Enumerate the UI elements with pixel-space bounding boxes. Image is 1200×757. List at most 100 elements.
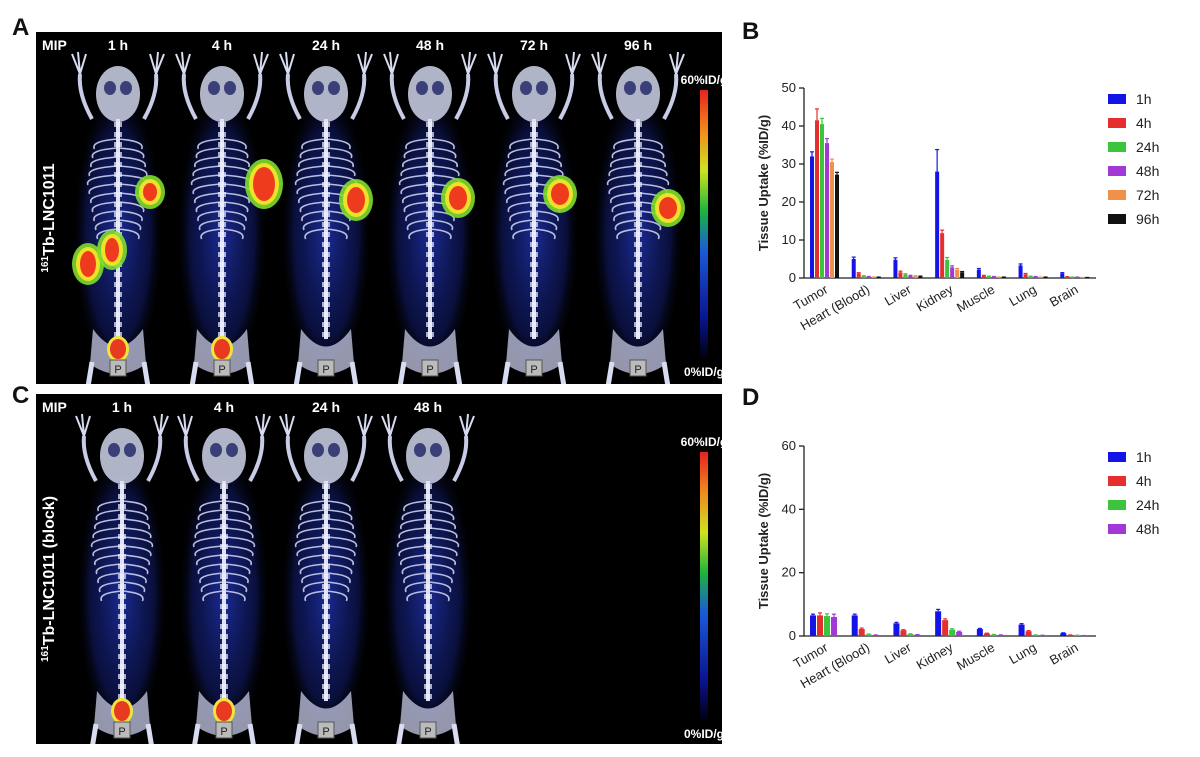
mouse-render-3 bbox=[279, 413, 373, 744]
bar bbox=[956, 631, 963, 636]
bar bbox=[900, 630, 907, 636]
bar bbox=[830, 162, 834, 278]
colorbar-min-label: 0%ID/g bbox=[684, 727, 722, 741]
bar bbox=[960, 272, 965, 278]
compound-name: Tb-LNC1011 bbox=[41, 163, 58, 256]
imaging-panel-a-canvas: MIP 1 h P 4 h P 24 h P 48 h P 72 h P 96 h P 60%ID/g 0%… bbox=[40, 37, 722, 384]
timepoint-label: 4 h bbox=[214, 399, 234, 415]
bar bbox=[1033, 276, 1038, 278]
imaging-panel-c: MIP 1 h P 4 h P 24 h P 48 h P 60%ID/g 0%ID/g 161Tb-… bbox=[36, 394, 722, 744]
x-tick-label: Kidney bbox=[914, 281, 956, 314]
compound-isotope-superscript: 161 bbox=[40, 645, 51, 662]
timepoint-label: 4 h bbox=[212, 37, 232, 53]
svg-text:P: P bbox=[424, 726, 431, 738]
mouse-render-5 bbox=[487, 51, 581, 384]
legend-swatch bbox=[1108, 142, 1126, 152]
bar bbox=[918, 276, 923, 278]
x-tick-label: Muscle bbox=[954, 640, 997, 674]
legend-swatch bbox=[1108, 500, 1126, 510]
bar bbox=[997, 635, 1004, 636]
compound-name: Tb-LNC1011 (block) bbox=[41, 496, 58, 645]
colorbar-min-label: 0%ID/g bbox=[684, 365, 722, 379]
bar bbox=[950, 267, 955, 278]
bar bbox=[940, 233, 945, 278]
bar bbox=[908, 275, 913, 278]
y-tick-label: 10 bbox=[782, 232, 796, 247]
x-tick-label: Lung bbox=[1006, 282, 1039, 309]
bar bbox=[872, 635, 879, 636]
timepoint-label: 72 h bbox=[520, 37, 548, 53]
panel-letter-b: B bbox=[742, 18, 760, 45]
svg-text:P: P bbox=[426, 364, 433, 376]
bar bbox=[815, 120, 819, 278]
bar bbox=[851, 259, 856, 278]
bar bbox=[851, 615, 858, 636]
mouse-render-2 bbox=[177, 413, 271, 744]
p-marker: P bbox=[421, 359, 439, 377]
legend-swatch bbox=[1108, 452, 1126, 462]
timepoint-label: 24 h bbox=[312, 37, 340, 53]
bar bbox=[1067, 635, 1074, 636]
bar bbox=[810, 615, 816, 636]
legend-label: 1h bbox=[1136, 449, 1152, 465]
y-axis-label: Tissue Uptake (%ID/g) bbox=[756, 115, 771, 251]
mouse-render-4 bbox=[383, 51, 477, 384]
bar bbox=[1065, 276, 1070, 278]
x-tick-label: Brain bbox=[1047, 640, 1081, 668]
legend-swatch bbox=[1108, 166, 1126, 176]
svg-text:P: P bbox=[634, 364, 641, 376]
timepoint-label: 1 h bbox=[112, 399, 132, 415]
p-marker: P bbox=[629, 359, 647, 377]
legend-label: 72h bbox=[1136, 187, 1159, 203]
svg-text:P: P bbox=[322, 364, 329, 376]
y-axis-label: Tissue Uptake (%ID/g) bbox=[756, 473, 771, 609]
compound-label: 161Tb-LNC1011 (block) bbox=[40, 496, 58, 662]
legend-swatch bbox=[1108, 476, 1126, 486]
p-marker: P bbox=[317, 359, 335, 377]
bar bbox=[990, 634, 997, 636]
mouse-render-2 bbox=[175, 51, 283, 384]
legend-swatch bbox=[1108, 190, 1126, 200]
p-marker: P bbox=[419, 721, 437, 739]
bar bbox=[825, 143, 829, 278]
svg-text:P: P bbox=[530, 364, 537, 376]
legend-label: 4h bbox=[1136, 473, 1152, 489]
bar bbox=[903, 274, 908, 278]
legend-label: 24h bbox=[1136, 497, 1159, 513]
svg-text:P: P bbox=[322, 726, 329, 738]
bar bbox=[1025, 631, 1032, 636]
bar bbox=[824, 616, 830, 636]
x-tick-label: Muscle bbox=[954, 282, 997, 316]
bar bbox=[817, 615, 823, 636]
panel-letter-a: A bbox=[12, 14, 30, 41]
colorbar bbox=[700, 90, 708, 358]
chart-d: 0 20 40 60 Tissue Uptake (%ID/g) Tumor Heart (… bbox=[740, 420, 1190, 750]
y-tick-label: 40 bbox=[782, 118, 796, 133]
bar bbox=[935, 171, 940, 278]
mouse-render-1 bbox=[71, 51, 165, 384]
bar bbox=[976, 269, 981, 278]
y-tick-label: 30 bbox=[782, 156, 796, 171]
bar bbox=[981, 275, 986, 278]
compound-label: 161Tb-LNC1011 bbox=[40, 163, 58, 272]
mouse-render-6 bbox=[591, 51, 685, 384]
bar bbox=[945, 259, 950, 278]
bar bbox=[1028, 276, 1033, 278]
bar bbox=[1060, 273, 1065, 278]
bar bbox=[1060, 633, 1067, 636]
p-marker: P bbox=[213, 359, 231, 377]
bar bbox=[820, 124, 824, 278]
x-tick-label: Brain bbox=[1047, 282, 1081, 310]
x-tick-label: Liver bbox=[882, 639, 914, 666]
bar bbox=[986, 276, 991, 278]
y-tick-label: 20 bbox=[782, 194, 796, 209]
timepoint-label: 48 h bbox=[416, 37, 444, 53]
legend-label: 1h bbox=[1136, 91, 1152, 107]
legend-swatch bbox=[1108, 94, 1126, 104]
svg-text:P: P bbox=[118, 726, 125, 738]
y-tick-label: 40 bbox=[782, 501, 796, 516]
p-marker: P bbox=[525, 359, 543, 377]
bar bbox=[991, 276, 996, 278]
bar bbox=[913, 276, 918, 278]
